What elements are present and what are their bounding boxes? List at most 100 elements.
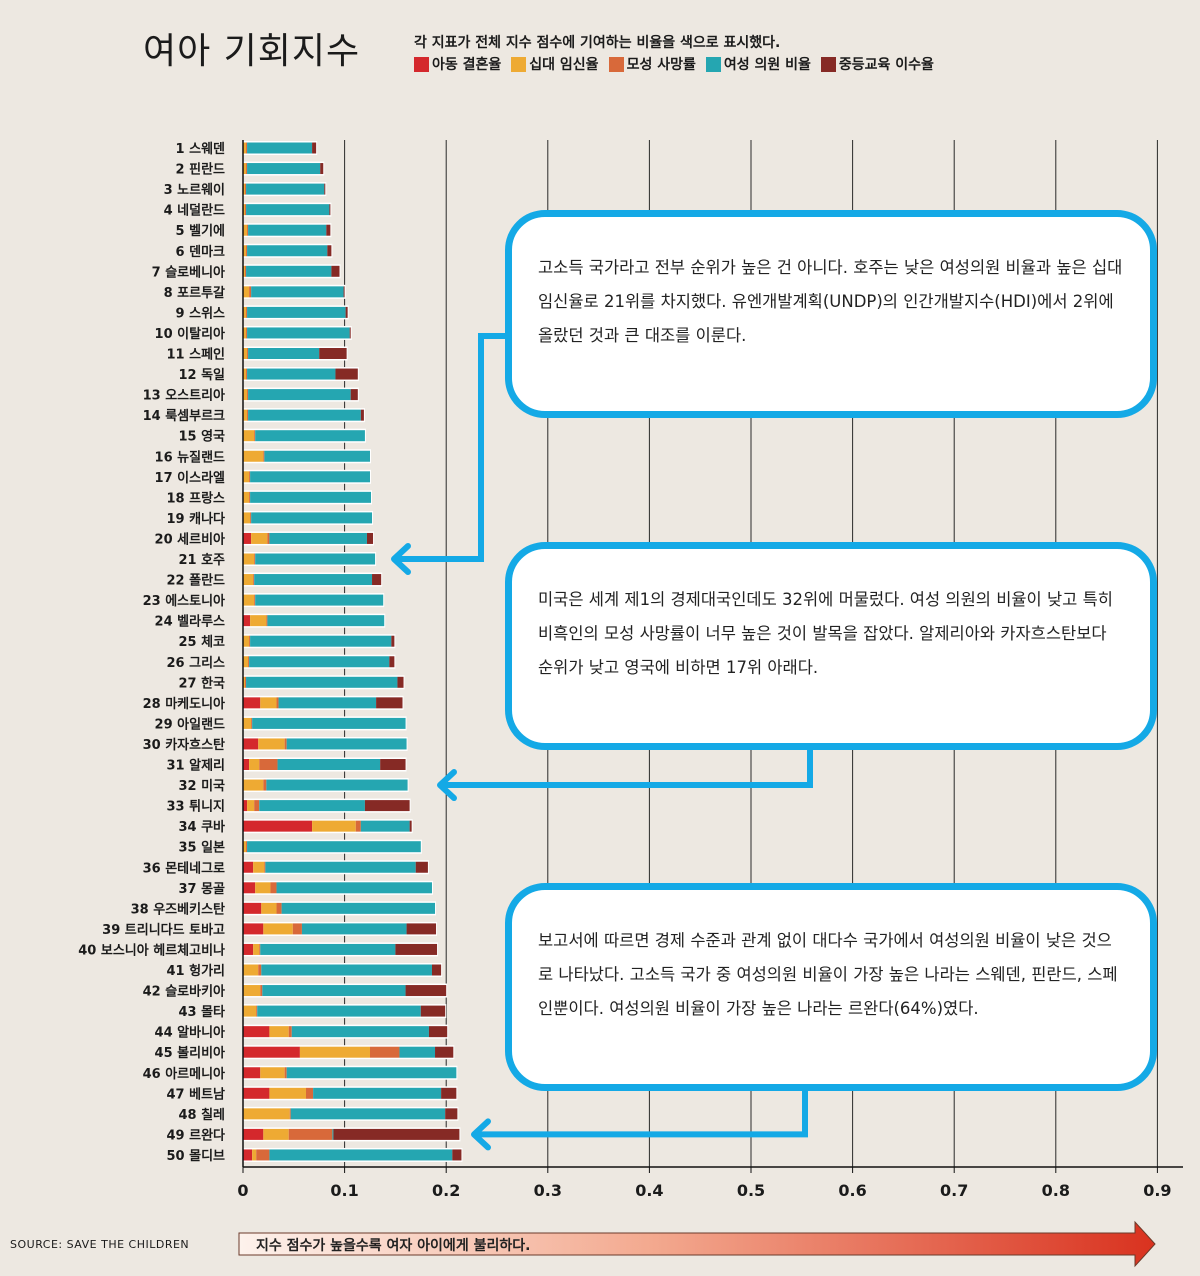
bar-segment: [243, 656, 249, 668]
bar-segment: [372, 574, 382, 586]
bar-segment: [249, 491, 251, 503]
x-tick-label: 0.1: [330, 1181, 358, 1200]
bar-segment: [243, 1087, 270, 1099]
bar-segment: [247, 306, 346, 318]
legend-swatch: [608, 56, 624, 72]
bar-segment: [243, 224, 248, 236]
bar-segment: [360, 820, 410, 832]
bar-segment: [248, 656, 250, 668]
bar-segment: [257, 1005, 421, 1017]
legend-label: 십대 임신율: [529, 57, 599, 73]
category-label: 36 몬테네그로: [143, 860, 225, 876]
bar-segment: [391, 635, 395, 647]
category-label: 26 그리스: [167, 655, 226, 671]
bar-segment: [243, 779, 264, 791]
bar-segment: [243, 1046, 300, 1058]
category-label: 34 쿠바: [178, 819, 225, 835]
bar-segment: [255, 882, 271, 894]
category-label: 33 튀니지: [167, 799, 226, 815]
bar-segment: [243, 306, 247, 318]
bar-segment: [313, 1087, 442, 1099]
category-label: 8 포르투갈: [164, 286, 225, 301]
category-label: 50 몰디브: [167, 1148, 226, 1164]
bar-segment: [286, 738, 407, 750]
bar-segment: [249, 635, 251, 647]
category-label: 27 한국: [178, 675, 225, 691]
bar-segment: [261, 902, 277, 914]
bar-segment: [243, 142, 247, 154]
bar-segment: [255, 594, 384, 606]
callout-text: 미국은 세계 제1의 경제대국인데도 32위에 머물렀다. 여성 의원의 비율이…: [538, 590, 1113, 677]
bar-segment: [243, 245, 247, 257]
bar-segment: [254, 553, 256, 565]
bar-segment: [243, 553, 255, 565]
bar-segment: [243, 1128, 264, 1140]
bar-segment: [243, 471, 250, 483]
bar-segment: [254, 430, 256, 442]
bar-segment: [243, 183, 246, 195]
bar-segment: [262, 985, 406, 997]
bar-segment: [263, 1128, 289, 1140]
connector-australia-head: [391, 543, 411, 575]
x-tick-label: 0.6: [838, 1181, 866, 1200]
bar-segment: [245, 204, 247, 216]
bar-segment: [243, 882, 256, 894]
connector-usa-head: [437, 769, 457, 802]
bar-segment: [246, 142, 248, 154]
bar-segment: [243, 532, 252, 544]
bar-segment: [320, 163, 324, 175]
bar-segment: [246, 368, 248, 380]
category-label: 22 폴란드: [167, 574, 226, 589]
bar-segment: [254, 800, 260, 812]
bar-segment: [255, 553, 376, 565]
category-label: 17 이스라엘: [155, 470, 225, 486]
bar-segment: [269, 1087, 306, 1099]
category-label: 43 몰타: [178, 1004, 225, 1020]
bar-segment: [324, 183, 326, 195]
bar-segment: [247, 245, 328, 257]
category-label: 45 볼리비아: [155, 1045, 225, 1061]
bar-segment: [243, 717, 252, 729]
legend-entry: 모성 사망률: [608, 54, 696, 74]
bar-segment: [270, 882, 277, 894]
bar-segment: [420, 1005, 446, 1017]
bar-segment: [246, 204, 330, 216]
bar-segment: [263, 779, 267, 791]
bar-segment: [246, 245, 248, 257]
category-label: 19 캐나다: [167, 511, 226, 527]
bar-segment: [267, 615, 385, 627]
legend-label: 아동 결혼율: [432, 57, 502, 73]
category-label: 31 알제리: [167, 758, 226, 774]
category-label: 28 마케도니아: [143, 696, 225, 712]
bar-segment: [243, 759, 250, 770]
category-label: 29 아일랜드: [155, 716, 225, 732]
bar-segment: [305, 1087, 314, 1099]
bar-segment: [248, 389, 351, 401]
category-label: 49 르완다: [167, 1127, 226, 1143]
bar-segment: [243, 985, 261, 997]
category-label: 35 일본: [178, 841, 225, 856]
bar-segment: [276, 882, 432, 894]
bar-segment: [247, 327, 350, 339]
bar-segment: [263, 450, 265, 462]
callout-text: 보고서에 따르면 경제 수준과 관계 없이 대다수 국가에서 여성의원 비율이 …: [538, 931, 1118, 1018]
bar-segment: [253, 861, 265, 873]
bar-segment: [397, 676, 404, 688]
bar-segment: [409, 820, 412, 832]
bar-segment: [250, 512, 252, 524]
bar-segment: [264, 861, 266, 873]
bar-segment: [431, 964, 442, 976]
connector-rwanda: [474, 1088, 808, 1138]
bar-segment: [254, 574, 373, 586]
bar-segment: [243, 327, 247, 339]
callout-parliament: 보고서에 따르면 경제 수준과 관계 없이 대다수 국가에서 여성의원 비율이 …: [505, 883, 1157, 1091]
bar-segment: [243, 861, 254, 873]
chart-subtitle: 각 지표가 전체 지수 점수에 기여하는 비율을 색으로 표시했다.: [414, 35, 781, 51]
bar-segment: [331, 265, 340, 277]
category-label: 10 이탈리아: [155, 326, 225, 342]
bar-segment: [284, 1067, 287, 1079]
bar-segment: [264, 450, 370, 462]
bar-segment: [265, 861, 416, 873]
bar-segment: [247, 800, 255, 812]
